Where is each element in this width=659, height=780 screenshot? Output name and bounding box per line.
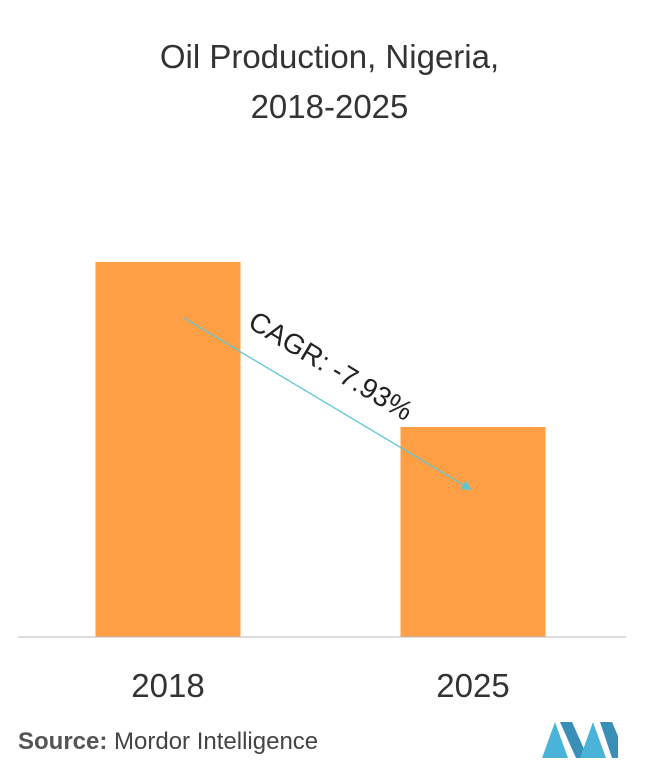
source-label: Source: (18, 728, 108, 755)
mordor-intelligence-logo-icon (542, 722, 618, 758)
source-text: Mordor Intelligence (114, 728, 319, 755)
source-note: Source: Mordor Intelligence (18, 728, 318, 756)
chart-title: Oil Production, Nigeria, 2018-2025 (0, 32, 659, 132)
cagr-annotation: CAGR: -7.93% (243, 305, 418, 427)
bar-2018 (95, 262, 241, 637)
chart-title-line-2: 2018-2025 (250, 88, 409, 125)
bar-2025 (400, 427, 546, 637)
cagr-trend-arrow (183, 317, 472, 491)
x-tick-label-2025: 2025 (436, 667, 509, 704)
x-tick-label-2018: 2018 (131, 667, 204, 704)
bar-chart: 2018 2025 CAGR: -7.93% (18, 262, 626, 704)
chart-title-line-1: Oil Production, Nigeria, (159, 38, 500, 75)
